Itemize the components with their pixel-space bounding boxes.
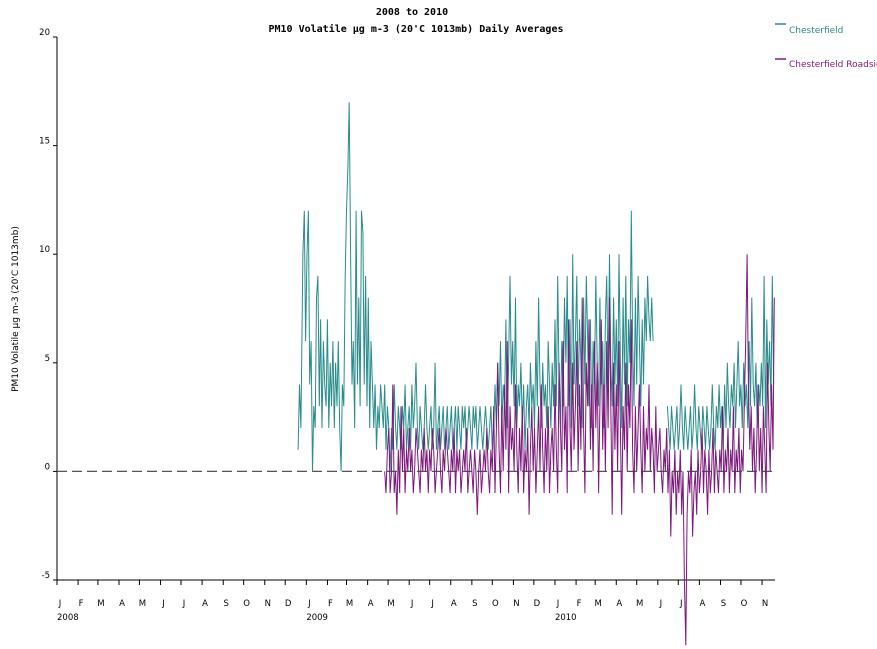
x-tick-label: M [387,599,394,609]
x-tick-label: J [58,599,62,609]
x-tick-label: O [243,599,250,609]
x-tick-label: O [741,599,748,609]
x-tick-label: N [265,599,271,609]
y-tick-label: 15 [39,137,50,147]
chart-subtitle: PM10 Volatile µg m-3 (20'C 1013mb) Daily… [268,23,563,35]
x-year-label: 2010 [555,613,577,623]
y-tick-label: -5 [42,571,50,581]
x-tick-label: A [368,599,374,609]
x-tick-label: A [699,599,705,609]
x-tick-label: S [224,599,229,609]
y-tick-label: 20 [39,28,50,38]
legend: Chesterfield Chesterfield Roadside [775,23,877,70]
x-tick-label: S [721,599,726,609]
x-tick-label: F [577,599,582,609]
x-tick-label: S [472,599,477,609]
y-tick-label: 10 [39,245,50,255]
x-tick-label: M [636,599,643,609]
x-tick-label: F [328,599,333,609]
x-tick-label: J [307,599,311,609]
x-tick-label: J [410,599,414,609]
x-tick-label: J [556,599,560,609]
x-tick-label: D [534,599,541,609]
y-axis-label: PM10 Volatile µg m-3 (20'C 1013mb) [11,226,21,392]
x-tick-label: M [97,599,104,609]
x-year-label: 2008 [57,613,79,623]
x-tick-label: M [594,599,601,609]
x-tick-label: A [119,599,125,609]
x-tick-label: N [513,599,519,609]
x-tick-label: N [762,599,768,609]
x-tick-label: A [451,599,457,609]
x-tick-label: J [430,599,434,609]
x-tick-label: M [346,599,353,609]
legend-label-chesterfield: Chesterfield [789,26,843,36]
y-tick-label: 0 [45,462,50,472]
x-tick-label: O [492,599,499,609]
series-line-chesterfield-roadside [384,254,775,646]
x-tick-label: J [679,599,683,609]
axes: 20 15 10 5 0 -5 J F M A M J J A S O N D J F M A M J J A S O N D J F M A M J… [39,28,775,623]
plot-area [297,102,775,646]
legend-label-chesterfield-roadside: Chesterfield Roadside [789,60,877,70]
x-tick-label: J [161,599,165,609]
x-tick-label: J [182,599,186,609]
x-tick-label: A [202,599,208,609]
x-tick-label: A [616,599,622,609]
chart-title: 2008 to 2010 [376,7,448,18]
x-tick-label: D [285,599,292,609]
x-year-label: 2009 [306,613,328,623]
series-line-chesterfield [297,102,775,472]
x-tick-label: F [79,599,84,609]
x-tick-label: J [659,599,663,609]
x-tick-label: M [139,599,146,609]
y-tick-label: 5 [45,354,50,364]
